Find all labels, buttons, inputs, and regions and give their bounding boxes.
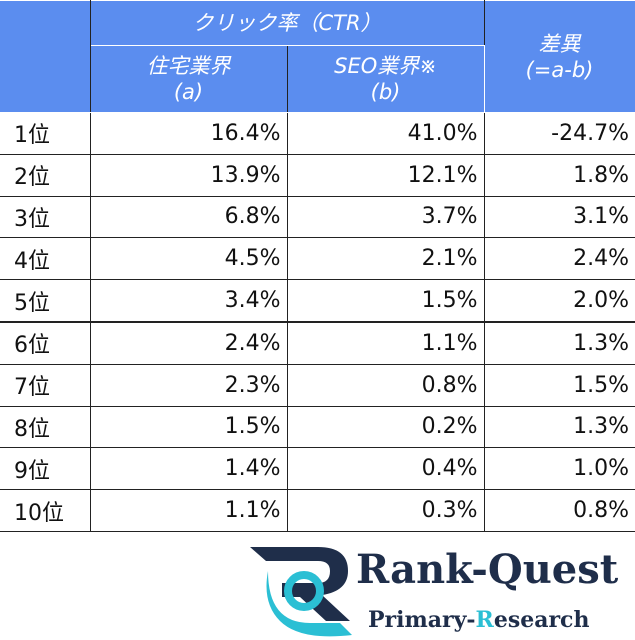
value-cell: 1.1% bbox=[286, 321, 485, 365]
logo-tagline: Primary-Research bbox=[368, 607, 589, 633]
tag-part: Primary- bbox=[368, 607, 476, 633]
value-cell: 1.0% bbox=[483, 447, 635, 491]
value-cell: -24.7% bbox=[483, 112, 635, 155]
group-header: クリック率（CTR） bbox=[89, 0, 485, 46]
table-row: 7位 2.3% 0.8% 1.5% bbox=[0, 363, 635, 407]
table-row: 10位 1.1% 0.3% 0.8% bbox=[0, 489, 635, 532]
corner-cell bbox=[0, 0, 91, 113]
rank-cell: 7位 bbox=[0, 363, 91, 407]
value-cell: 16.4% bbox=[89, 112, 288, 155]
rank-cell: 9位 bbox=[0, 447, 91, 491]
tag-part: esearch bbox=[494, 607, 590, 633]
value-cell: 3.7% bbox=[286, 195, 485, 239]
ctr-table: クリック率（CTR） 差異 (=a-b) 住宅業界 (a) SEO業界※ (b) 1位… bbox=[0, 0, 635, 532]
value-cell: 0.2% bbox=[286, 405, 485, 449]
value-cell: 0.4% bbox=[286, 447, 485, 491]
table-row: 9位 1.4% 0.4% 1.0% bbox=[0, 447, 635, 491]
value-cell: 1.4% bbox=[89, 447, 288, 491]
value-cell: 0.3% bbox=[286, 489, 485, 532]
table-row: 4位 4.5% 2.1% 2.4% bbox=[0, 237, 635, 281]
value-cell: 2.3% bbox=[89, 363, 288, 407]
rank-cell: 6位 bbox=[0, 321, 91, 365]
tag-part: R bbox=[476, 607, 495, 633]
value-cell: 2.0% bbox=[483, 279, 635, 323]
table-row: 2位 13.9% 12.1% 1.8% bbox=[0, 153, 635, 197]
value-cell: 1.3% bbox=[483, 321, 635, 365]
table-row: 6位 2.4% 1.1% 1.3% bbox=[0, 321, 635, 365]
value-cell: 2.4% bbox=[89, 321, 288, 365]
diff-header: 差異 (=a-b) bbox=[483, 0, 635, 113]
value-cell: 1.5% bbox=[89, 405, 288, 449]
value-cell: 12.1% bbox=[286, 153, 485, 197]
value-cell: 1.8% bbox=[483, 153, 635, 197]
header-line: 差異 bbox=[538, 31, 581, 56]
value-cell: 1.5% bbox=[483, 363, 635, 407]
rank-cell: 5位 bbox=[0, 279, 91, 323]
table-body: 1位 16.4% 41.0% -24.7% 2位 13.9% 12.1% 1.8% 3位 6.8%… bbox=[0, 112, 635, 532]
value-cell: 3.4% bbox=[89, 279, 288, 323]
value-cell: 0.8% bbox=[286, 363, 485, 407]
value-cell: 41.0% bbox=[286, 112, 485, 155]
rank-cell: 10位 bbox=[0, 489, 91, 532]
header-line: 住宅業界 bbox=[146, 54, 231, 78]
value-cell: 1.5% bbox=[286, 279, 485, 323]
logo-name: Rank-Quest bbox=[356, 546, 619, 593]
value-cell: 13.9% bbox=[89, 153, 288, 197]
table-row: 8位 1.5% 0.2% 1.3% bbox=[0, 405, 635, 449]
header-line: (b) bbox=[370, 80, 401, 104]
logo: Rank-Quest Primary-Research bbox=[250, 546, 619, 637]
value-cell: 0.8% bbox=[483, 489, 635, 532]
value-cell: 2.1% bbox=[286, 237, 485, 281]
rank-cell: 8位 bbox=[0, 405, 91, 449]
header-line: SEO業界※ bbox=[334, 54, 437, 78]
rank-cell: 1位 bbox=[0, 112, 91, 155]
table-row: 3位 6.8% 3.7% 3.1% bbox=[0, 195, 635, 239]
a-header: 住宅業界 (a) bbox=[89, 45, 288, 113]
rank-cell: 4位 bbox=[0, 237, 91, 281]
header-line: (=a-b) bbox=[525, 57, 594, 82]
rank-cell: 3位 bbox=[0, 195, 91, 239]
header-line: (a) bbox=[173, 80, 204, 104]
table-row: 5位 3.4% 1.5% 2.0% bbox=[0, 279, 635, 323]
b-header: SEO業界※ (b) bbox=[286, 45, 485, 113]
logo-swoosh bbox=[266, 571, 352, 637]
value-cell: 3.1% bbox=[483, 195, 635, 239]
value-cell: 6.8% bbox=[89, 195, 288, 239]
rank-cell: 2位 bbox=[0, 153, 91, 197]
logo-mark bbox=[250, 547, 350, 621]
value-cell: 2.4% bbox=[483, 237, 635, 281]
logo-ring bbox=[284, 571, 324, 611]
value-cell: 4.5% bbox=[89, 237, 288, 281]
value-cell: 1.3% bbox=[483, 405, 635, 449]
value-cell: 1.1% bbox=[89, 489, 288, 532]
table-row: 1位 16.4% 41.0% -24.7% bbox=[0, 112, 635, 155]
